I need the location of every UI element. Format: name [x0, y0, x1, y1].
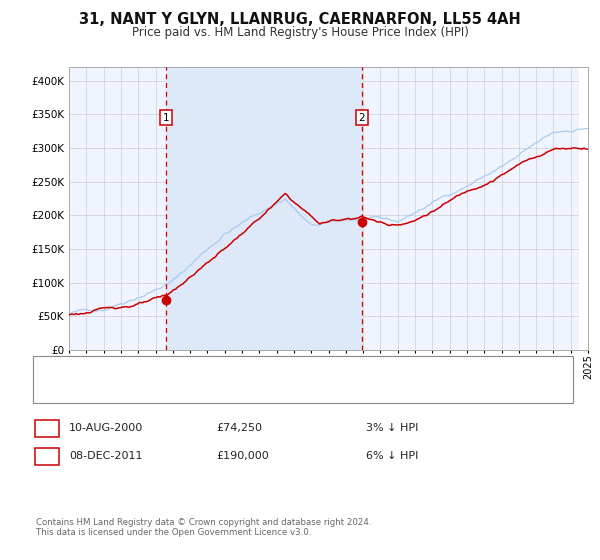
Text: 08-DEC-2011: 08-DEC-2011: [69, 451, 143, 461]
Text: 2: 2: [358, 113, 365, 123]
Bar: [166, 67, 362, 350]
Text: HPI: Average price, detached house, Gwynedd: HPI: Average price, detached house, Gwyn…: [84, 385, 311, 395]
Text: £74,250: £74,250: [216, 423, 262, 433]
Text: Price paid vs. HM Land Registry's House Price Index (HPI): Price paid vs. HM Land Registry's House …: [131, 26, 469, 39]
Text: 1: 1: [163, 113, 170, 123]
Text: 31, NANT Y GLYN, LLANRUG, CAERNARFON, LL55 4AH: 31, NANT Y GLYN, LLANRUG, CAERNARFON, LL…: [79, 12, 521, 27]
Text: Contains HM Land Registry data © Crown copyright and database right 2024.
This d: Contains HM Land Registry data © Crown c…: [36, 518, 371, 538]
Text: 3% ↓ HPI: 3% ↓ HPI: [366, 423, 418, 433]
Text: 31, NANT Y GLYN, LLANRUG, CAERNARFON, LL55 4AH (detached house): 31, NANT Y GLYN, LLANRUG, CAERNARFON, LL…: [84, 365, 436, 375]
Text: £190,000: £190,000: [216, 451, 269, 461]
Text: 1: 1: [43, 422, 50, 435]
Text: 6% ↓ HPI: 6% ↓ HPI: [366, 451, 418, 461]
Text: 2: 2: [43, 450, 50, 463]
Bar: [580, 67, 588, 350]
Text: 10-AUG-2000: 10-AUG-2000: [69, 423, 143, 433]
